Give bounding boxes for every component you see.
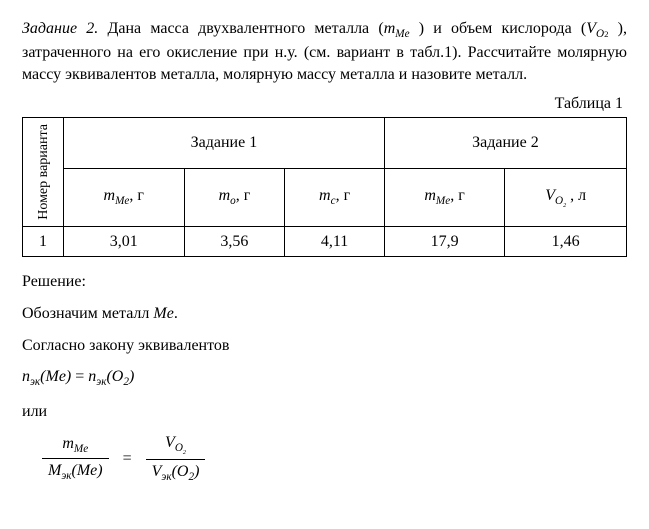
sym: m: [104, 187, 116, 204]
col-header: mMe, г: [384, 169, 505, 227]
denominator: Mэк(Me): [42, 459, 109, 484]
sym: m: [319, 187, 331, 204]
table-caption: Таблица 1: [22, 93, 623, 115]
unit: , г: [450, 187, 465, 204]
denominator: Vэк(O2): [146, 460, 206, 485]
col-header: mc, г: [285, 169, 384, 227]
col-header: mo, г: [184, 169, 285, 227]
arg: ): [194, 463, 199, 480]
cell: 1,46: [505, 226, 627, 257]
sym-n: n: [22, 368, 30, 385]
unit: , г: [336, 187, 351, 204]
unit: , г: [129, 187, 144, 204]
sym: m: [219, 187, 231, 204]
sym-me: Me: [395, 28, 409, 40]
sub-me: Me: [74, 443, 88, 455]
equals: =: [71, 368, 88, 385]
sym-big-m: M: [48, 462, 61, 479]
cell: 3,56: [184, 226, 285, 257]
arg: (O: [172, 463, 189, 480]
sym-v: V: [586, 20, 596, 37]
solution-line-1: Обозначим металл Me.: [22, 303, 627, 325]
sub-ek: эк: [61, 470, 71, 482]
table-row: 1 3,01 3,56 4,11 17,9 1,46: [23, 226, 627, 257]
arg: (O: [106, 368, 123, 385]
sym: m: [424, 187, 436, 204]
solution-line-2: Согласно закону эквивалентов: [22, 335, 627, 357]
arg: (Me): [40, 368, 71, 385]
task-label: Задание 2.: [22, 20, 98, 37]
cell: 4,11: [285, 226, 384, 257]
sym-me: Me: [153, 305, 173, 322]
table-header-row-1: Номер варианта Задание 1 Задание 2: [23, 118, 627, 169]
sub-ek: эк: [96, 376, 106, 388]
cell: 3,01: [64, 226, 185, 257]
problem-statement: Задание 2. Дана масса двухвалентного мет…: [22, 18, 627, 85]
solution-or: или: [22, 401, 627, 423]
numerator: mMe: [42, 433, 109, 459]
unit: , л: [566, 187, 586, 204]
arg: (Me): [72, 462, 103, 479]
text: Обозначим металл: [22, 305, 153, 322]
cell-variant: 1: [23, 226, 64, 257]
equation-1: nэк(Me) = nэк(O2): [22, 366, 627, 390]
unit: , г: [236, 187, 251, 204]
sym-o: O: [596, 28, 604, 40]
col-header: VO2 , л: [505, 169, 627, 227]
equals: =: [123, 448, 132, 470]
sym-v: V: [152, 463, 162, 480]
text: ) и объем кислорода (: [410, 20, 587, 37]
group-header-1: Задание 1: [64, 118, 385, 169]
numerator: VO2: [146, 432, 206, 460]
equation-2: mMe Mэк(Me) = VO2 Vэк(O2): [36, 432, 627, 485]
sub-ek: эк: [30, 376, 40, 388]
sub-o: O: [555, 195, 563, 207]
sym-m: m: [384, 20, 396, 37]
cell: 17,9: [384, 226, 505, 257]
arg: ): [129, 368, 134, 385]
sub-2: 2: [183, 451, 186, 457]
sub: O2: [175, 442, 186, 454]
table-header-row-2: mMe, г mo, г mc, г mMe, г VO2 , л: [23, 169, 627, 227]
sub: Me: [115, 195, 129, 207]
text: Дана масса двухвалентного металла (: [98, 20, 383, 37]
sym-v: V: [165, 434, 175, 451]
sub-o: O: [175, 442, 183, 454]
row-header: Номер варианта: [23, 118, 64, 227]
fraction-right: VO2 Vэк(O2): [146, 432, 206, 485]
sym: V: [545, 187, 555, 204]
group-header-2: Задание 2: [384, 118, 626, 169]
solution-heading: Решение:: [22, 271, 627, 293]
col-header: mMe, г: [64, 169, 185, 227]
sub: O2: [555, 195, 566, 207]
sym-m: m: [62, 435, 74, 452]
text: .: [174, 305, 178, 322]
sub-ek: эк: [161, 471, 171, 483]
sub: Me: [436, 195, 450, 207]
data-table: Номер варианта Задание 1 Задание 2 mMe, …: [22, 117, 627, 257]
fraction-left: mMe Mэк(Me): [42, 433, 109, 485]
